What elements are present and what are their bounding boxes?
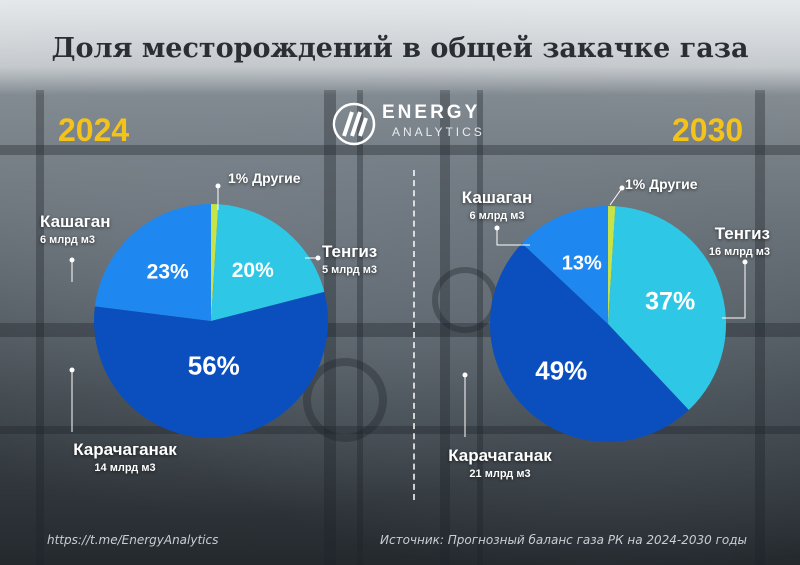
year-2024-label: 2024 — [58, 112, 130, 148]
pie-2024-pct-karachaganak: 56% — [188, 350, 240, 380]
label-2024-tengiz-name: Тенгиз — [322, 242, 378, 261]
pie-2030-pct-kashagan: 13% — [562, 252, 602, 274]
chart-title: Доля месторождений в общей закачке газа — [51, 33, 749, 64]
pie-2030-slice-karachaganak — [489, 243, 689, 443]
leader-line — [496, 228, 530, 246]
energy-analytics-logo: ENERGY ANALYTICS — [330, 100, 500, 150]
pie-2024-pct-kashagan: 23% — [147, 260, 189, 283]
label-2030-kashagan-name: Кашаган — [461, 188, 533, 207]
pie-2030-pct-karachaganak: 49% — [535, 356, 587, 386]
label-2024-other-name: Другие — [252, 170, 301, 186]
pie-2030-pct-tengiz: 37% — [645, 288, 695, 316]
logo-word-energy: ENERGY — [382, 102, 481, 123]
label-2024-karachaganak-name: Карачаганак — [73, 440, 177, 459]
label-2030-other: 1% Другие — [625, 176, 697, 192]
label-2030-other-pct: 1% — [625, 176, 646, 192]
label-2024-kashagan: Кашаган 6 млрд м3 — [40, 212, 110, 246]
leader-line — [722, 262, 746, 319]
label-2024-karachaganak-volume: 14 млрд м3 — [94, 462, 156, 474]
leader-dot — [69, 367, 75, 373]
pie-2024-slice-kashagan — [94, 204, 211, 321]
logo-word-analytics: ANALYTICS — [392, 125, 485, 139]
label-2030-kashagan-volume: 6 млрд м3 — [469, 210, 525, 222]
pie-2030-slice-kashagan — [521, 206, 608, 324]
leader-dot — [315, 255, 321, 261]
label-2030-other-name: Другие — [649, 176, 698, 192]
label-2024-other: 1% Другие — [228, 170, 300, 186]
pie-2024-slice-other — [211, 204, 219, 321]
leader-dot — [619, 185, 625, 191]
chart-divider — [413, 170, 415, 500]
label-2030-karachaganak: Карачаганак 21 млрд м3 — [420, 446, 580, 480]
leader-dot — [215, 183, 221, 189]
pie-2024-slice-karachaganak — [93, 291, 328, 439]
leader-dot — [69, 257, 75, 263]
pie-2024-pct-tengiz: 20% — [232, 259, 274, 282]
label-2024-tengiz: Тенгиз 5 млрд м3 — [322, 242, 377, 276]
label-2030-karachaganak-volume: 21 млрд м3 — [469, 468, 531, 480]
year-2030-label: 2030 — [672, 112, 744, 148]
label-2030-karachaganak-name: Карачаганак — [448, 446, 552, 465]
label-2024-tengiz-volume: 5 млрд м3 — [322, 264, 378, 276]
label-2024-other-pct: 1% — [228, 170, 249, 186]
title-band — [0, 0, 800, 95]
footer-link[interactable]: https://t.me/EnergyAnalytics — [47, 533, 219, 547]
label-2030-tengiz: Тенгиз 16 млрд м3 — [660, 224, 770, 258]
pie-2030-slice-tengiz — [608, 206, 727, 411]
label-2024-kashagan-name: Кашаган — [40, 212, 111, 231]
logo-mark-icon — [332, 102, 376, 146]
pie-2030-slice-other — [608, 206, 616, 324]
leader-dot — [494, 225, 500, 231]
leader-dot — [742, 259, 748, 265]
footer-source: Источник: Прогнозный баланс газа РК на 2… — [380, 533, 748, 547]
label-2024-kashagan-volume: 6 млрд м3 — [40, 234, 96, 246]
label-2024-karachaganak: Карачаганак 14 млрд м3 — [45, 440, 205, 474]
pie-2024-slice-tengiz — [211, 204, 325, 321]
leader-line — [609, 187, 623, 206]
label-2030-tengiz-volume: 16 млрд м3 — [708, 246, 770, 258]
leader-dot — [462, 372, 468, 378]
label-2030-kashagan: Кашаган 6 млрд м3 — [452, 188, 542, 222]
label-2030-tengiz-name: Тенгиз — [714, 224, 770, 243]
